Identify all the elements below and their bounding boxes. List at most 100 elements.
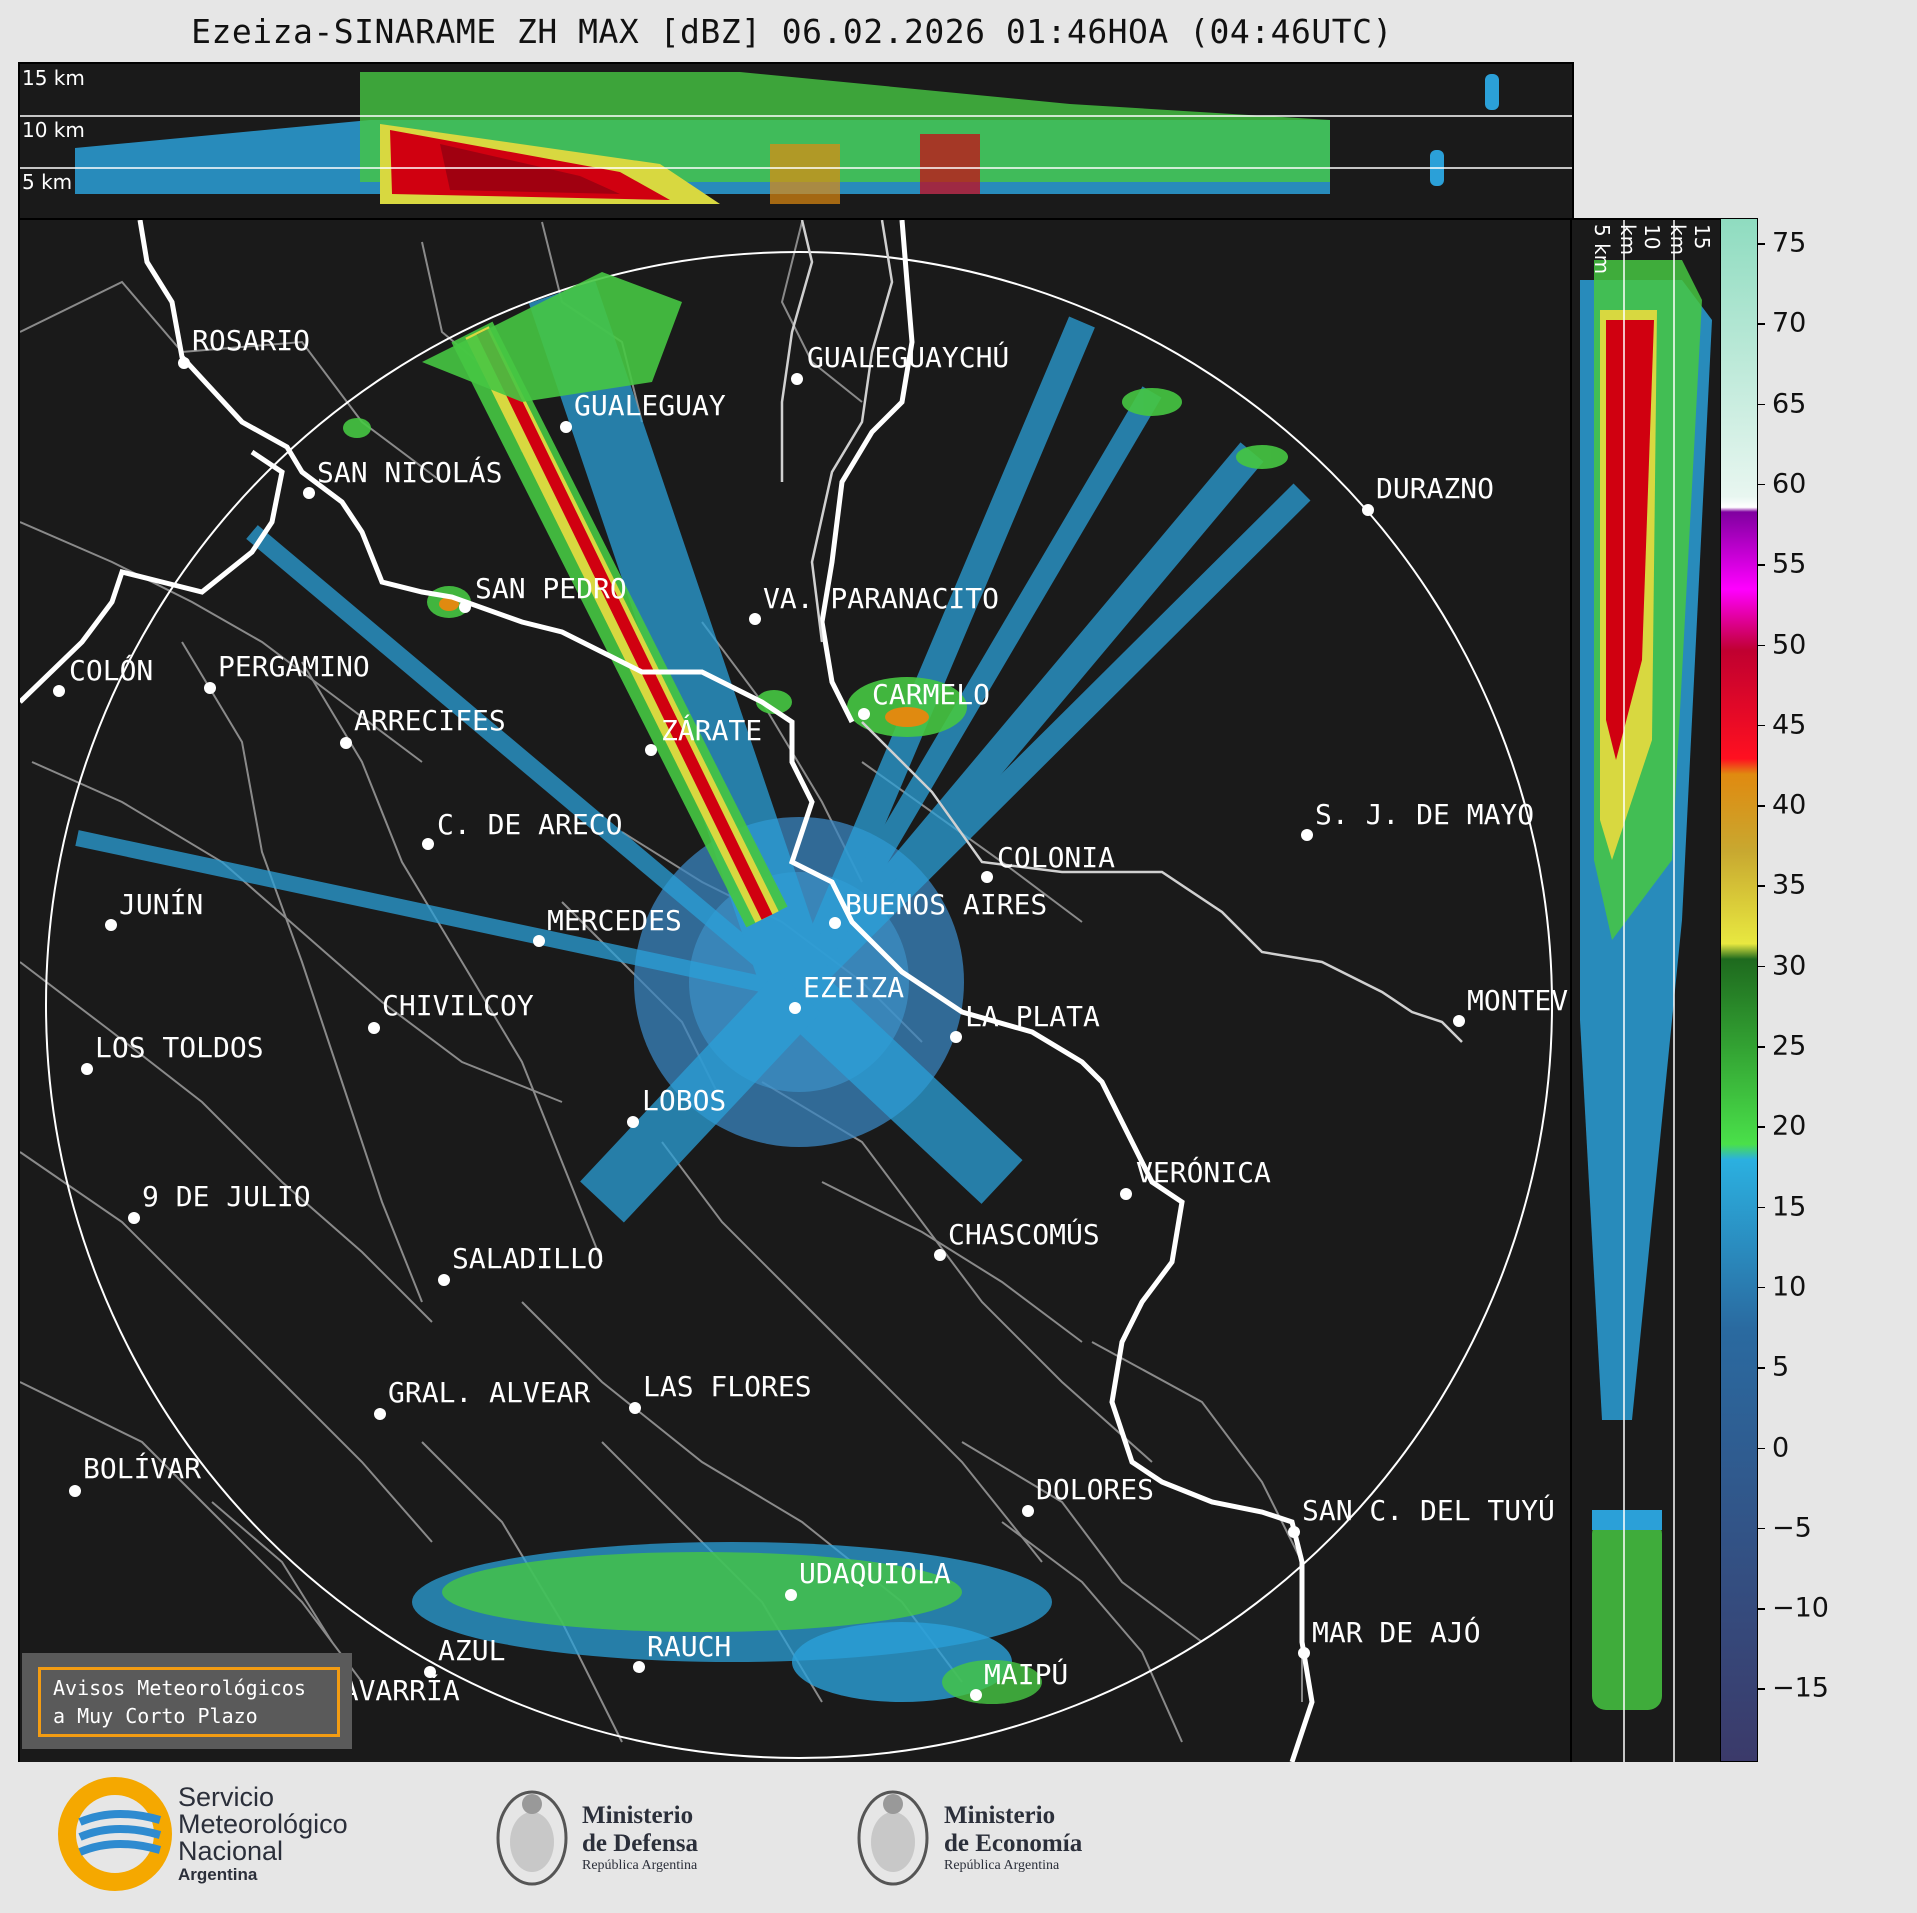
height-label-5km: 5 km	[1590, 224, 1614, 275]
smn-line3: Nacional	[178, 1836, 284, 1866]
colorbar-tick-mark	[1757, 1527, 1765, 1530]
city-label-los-toldos: LOS TOLDOS	[95, 1031, 264, 1064]
height-label-10km: 10 km	[22, 118, 85, 142]
range-ring	[45, 251, 1553, 1759]
city-label-ezeiza: EZEIZA	[803, 971, 904, 1004]
city-label-san-clemente: SAN C. DEL TUYÚ	[1302, 1493, 1555, 1527]
city-label-c-areco: C. DE ARECO	[437, 808, 622, 841]
city-label-rosario: ROSARIO	[192, 324, 310, 357]
colorbar-tick-mark	[1757, 483, 1765, 486]
city-label-mercedes: MERCEDES	[547, 904, 682, 937]
colorbar-tick-mark	[1757, 403, 1765, 406]
city-label-paranacito: VA. PARANACITO	[763, 582, 999, 615]
colorbar-tick-label: 5	[1772, 1351, 1790, 1383]
radar-map-svg: ROSARIO GUALEGUAYCHÚ GUALEGUAY SAN NICOL…	[20, 220, 1568, 1762]
side-cross-section: 5 km 10 km 15 km	[1570, 218, 1722, 1764]
echo-band	[360, 72, 1330, 182]
colorbar-tick-mark	[1757, 1206, 1765, 1209]
colorbar-tick-label: 70	[1772, 307, 1807, 339]
smn-logo-text: Servicio Meteorológico Nacional Argentin…	[178, 1784, 348, 1885]
city-label-chivilcoy: CHIVILCOY	[382, 989, 534, 1022]
city-label-mar-de-ajo: MAR DE AJÓ	[1312, 1615, 1481, 1649]
side-cross-section-plot	[1580, 220, 1712, 1762]
city-label-las-flores: LAS FLORES	[643, 1370, 812, 1403]
city-label-carmelo: CARMELO	[872, 678, 990, 711]
colorbar-tick-mark	[1757, 805, 1765, 807]
colorbar-tick-label: −15	[1772, 1672, 1829, 1704]
echo-core	[920, 134, 980, 194]
city-label-udaquiola: UDAQUIOLA	[799, 1557, 951, 1590]
city-label-gualeguay: GUALEGUAY	[574, 389, 726, 422]
colorbar-tick-mark	[1757, 885, 1765, 887]
city-label-san-pedro: SAN PEDRO	[475, 572, 627, 605]
defensa-line3: República Argentina	[582, 1858, 698, 1873]
height-label-15km: 15 km	[1666, 224, 1714, 256]
chart-title: Ezeiza-SINARAME ZH MAX [dBZ] 06.02.2026 …	[191, 12, 1393, 51]
city-label-chascomus: CHASCOMÚS	[948, 1217, 1100, 1251]
colorbar-tick-label: 55	[1772, 548, 1807, 580]
height-label-5km: 5 km	[22, 170, 73, 194]
city-label-nueve-julio: 9 DE JULIO	[142, 1180, 311, 1213]
uruguay-coast	[780, 220, 1463, 1043]
defensa-line2: de Defensa	[582, 1830, 698, 1857]
city-label-durazno: DURAZNO	[1376, 472, 1494, 505]
city-label-colon: COLÓN	[69, 653, 153, 687]
southern-storms	[412, 1542, 1052, 1704]
colorbar-tick-mark	[1757, 1447, 1765, 1449]
colorbar-tick-mark	[1757, 1126, 1765, 1128]
echo-blob	[1592, 1510, 1662, 1530]
colorbar-tick-label: −10	[1772, 1592, 1829, 1624]
city-label-gualeguaychu: GUALEGUAYCHÚ	[807, 340, 1009, 374]
echo-blob	[1485, 74, 1499, 110]
height-label-10km: 10 km	[1616, 224, 1664, 256]
defensa-line1: Ministerio	[582, 1802, 694, 1829]
colorbar-tick-label: 30	[1772, 950, 1807, 982]
city-label-junin: JUNÍN	[119, 887, 203, 921]
colorbar-tick-mark	[1757, 965, 1765, 968]
city-label-zarate: ZÁRATE	[661, 713, 762, 747]
colorbar-tick-mark	[1757, 323, 1765, 325]
colorbar	[1720, 218, 1758, 1762]
smn-line2: Meteorológico	[178, 1809, 348, 1839]
radar-map: ROSARIO GUALEGUAYCHÚ GUALEGUAY SAN NICOL…	[18, 218, 1574, 1764]
city-labels: ROSARIO GUALEGUAYCHÚ GUALEGUAY SAN NICOL…	[69, 324, 1568, 1707]
city-label-bolivar: BOLÍVAR	[83, 1451, 201, 1485]
city-label-dolores: DOLORES	[1036, 1473, 1154, 1506]
colorbar-tick-label: 65	[1772, 388, 1807, 420]
colorbar-tick-label: 35	[1772, 869, 1807, 901]
colorbar-tick-mark	[1757, 1286, 1765, 1289]
colorbar-tick-mark	[1757, 243, 1765, 245]
city-label-colonia: COLONIA	[997, 841, 1115, 874]
argentina-seal-icon	[496, 1790, 568, 1886]
colorbar-tick-mark	[1757, 1688, 1765, 1690]
city-label-la-plata: LA PLATA	[965, 1000, 1100, 1033]
height-label-15km: 15 km	[22, 66, 85, 90]
colorbar-tick-mark	[1757, 564, 1765, 566]
top-cross-section-plot	[20, 72, 1572, 204]
colorbar-tick-mark	[1757, 724, 1765, 727]
city-label-azul: AZUL	[438, 1634, 505, 1667]
colorbar-tick-label: 0	[1772, 1432, 1790, 1463]
colorbar-tick-label: 10	[1772, 1271, 1807, 1303]
aviso-line2: a Muy Corto Plazo	[53, 1704, 258, 1728]
aviso-badge[interactable]: Avisos Meteorológicos a Muy Corto Plazo	[38, 1667, 340, 1737]
colorbar-tick-label: 45	[1772, 709, 1807, 741]
colorbar-tick-label: 15	[1772, 1191, 1807, 1223]
city-label-rauch: RAUCH	[647, 1630, 731, 1663]
echo-band	[440, 144, 620, 194]
colorbar-tick-label: 40	[1772, 789, 1807, 821]
city-label-gral-alvear: GRAL. ALVEAR	[388, 1376, 590, 1409]
aviso-line1: Avisos Meteorológicos	[53, 1676, 306, 1700]
colorbar-tick-mark	[1757, 644, 1765, 646]
city-label-buenos-aires: BUENOS AIRES	[845, 888, 1047, 921]
economia-line3: República Argentina	[944, 1858, 1060, 1873]
city-label-maipu: MAIPÚ	[984, 1657, 1068, 1691]
top-cross-section: 15 km 10 km 5 km	[18, 62, 1574, 220]
footer-logos-svg	[58, 1777, 929, 1891]
colorbar-tick-label: 20	[1772, 1110, 1807, 1142]
strong-echo-spoke	[451, 321, 788, 928]
colorbar-tick-label: 50	[1772, 629, 1807, 660]
colorbar-tick-mark	[1757, 1608, 1765, 1610]
city-label-montevideo: MONTEV	[1467, 984, 1568, 1017]
city-label-lobos: LOBOS	[642, 1084, 726, 1117]
